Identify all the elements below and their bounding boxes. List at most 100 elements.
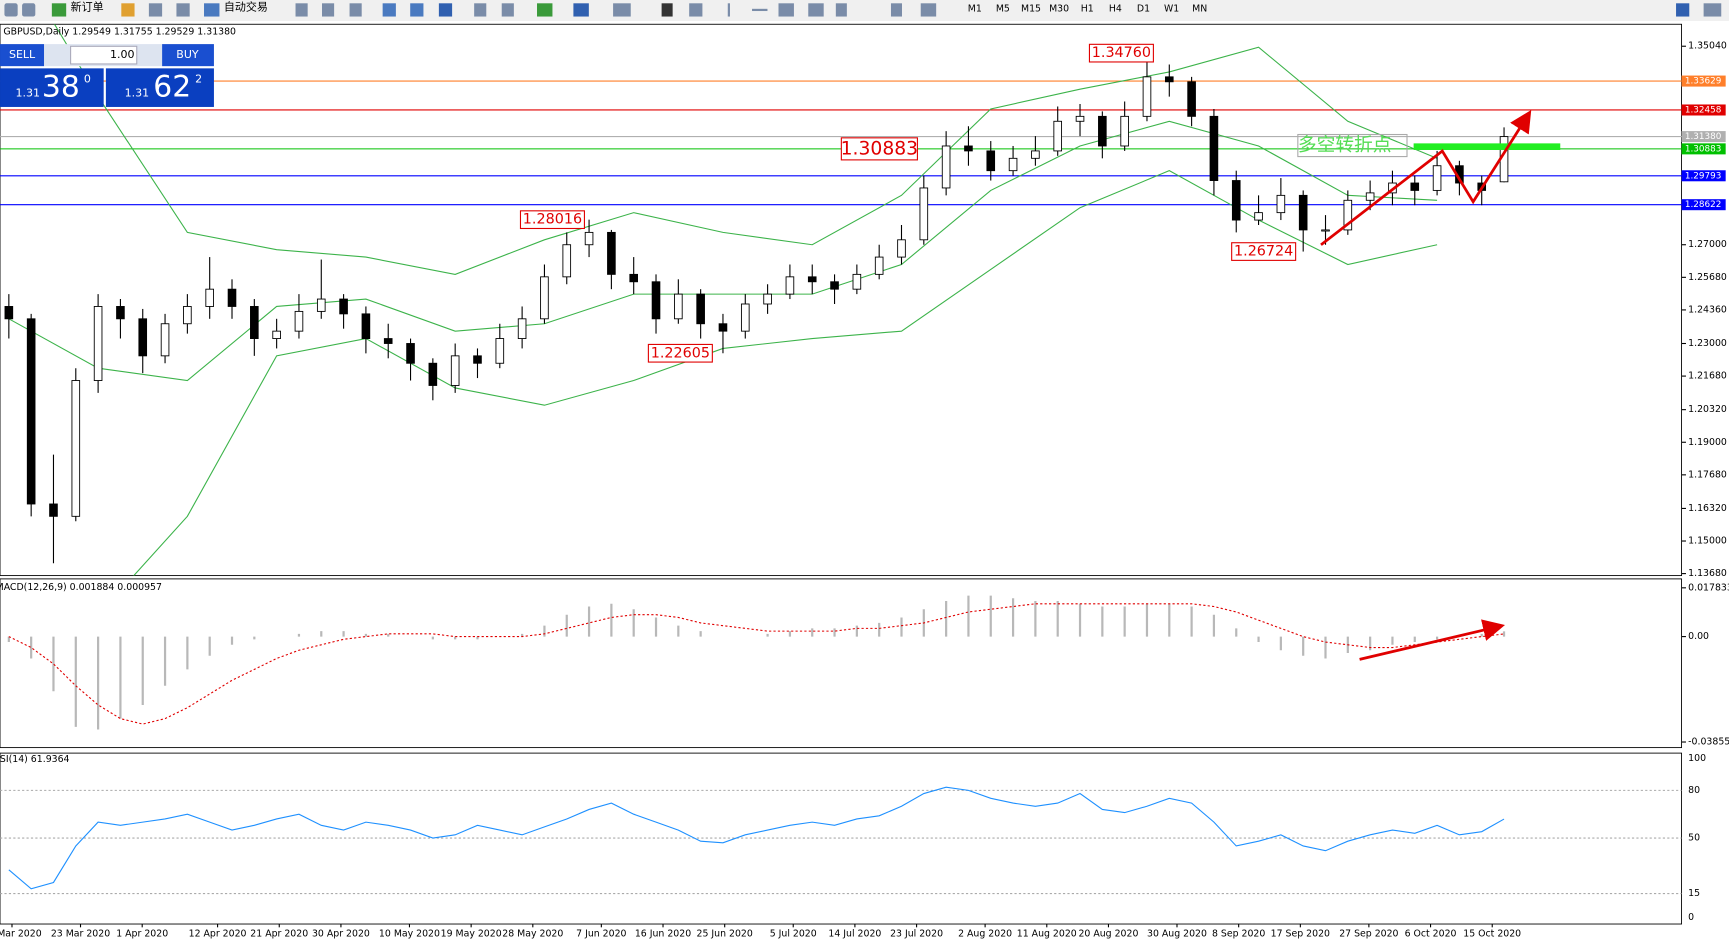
candle-body — [1298, 194, 1308, 231]
level-tag-label: 1.33629 — [1685, 77, 1721, 87]
main-panel — [0, 23, 1683, 577]
trade-panel: SELL 1.00 BUY 1.31 38 0 1.31 62 2 — [0, 44, 214, 107]
buy-button[interactable]: BUY — [176, 48, 199, 61]
macd-arrow — [1359, 619, 1505, 661]
bid-frac: 0 — [84, 72, 91, 85]
price-annotation: 1.26724 — [1234, 244, 1293, 260]
candle-body — [205, 288, 214, 307]
new-order[interactable]: 新订单 — [71, 0, 104, 14]
candle-body — [495, 338, 505, 364]
date-label: 1 Apr 2020 — [116, 928, 168, 939]
date-label: 7 Jun 2020 — [576, 928, 626, 939]
timeframe[interactable]: M1 — [968, 3, 982, 14]
candle-body — [584, 231, 594, 246]
candle-body — [406, 343, 415, 364]
date-label: 30 Apr 2020 — [312, 928, 370, 939]
candle-body — [1075, 115, 1085, 122]
candle-body — [807, 276, 817, 283]
candle-body — [562, 244, 572, 278]
timeframe[interactable]: M5 — [996, 3, 1010, 14]
price-tick-label: 1.25680 — [1688, 272, 1727, 283]
date-label: 8 Sep 2020 — [1212, 928, 1265, 939]
candle-body — [361, 313, 371, 340]
macd-tick-label: 0.017833 — [1688, 582, 1729, 593]
rsi-label: RSI(14) 61.9364 — [0, 754, 70, 765]
timeframe[interactable]: H4 — [1109, 3, 1122, 14]
date-label: 6 Oct 2020 — [1405, 928, 1457, 939]
candle-body — [986, 150, 996, 172]
level-tag-label: 1.32458 — [1685, 105, 1721, 115]
toolbar-icons — [4, 3, 1722, 17]
candle-body — [874, 256, 884, 275]
candle-body — [651, 281, 661, 320]
price-tick-label: 1.24360 — [1688, 304, 1727, 315]
rsi-line — [8, 786, 1505, 890]
price-tick-label: 1.15000 — [1688, 536, 1727, 547]
price-tick-label: 1.23000 — [1688, 338, 1727, 349]
timeframe[interactable]: W1 — [1164, 3, 1179, 14]
timeframe[interactable]: H1 — [1081, 3, 1094, 14]
price-tick-label: 1.27000 — [1688, 239, 1727, 250]
candle-body — [160, 323, 170, 357]
volume[interactable]: 1.00 — [110, 48, 135, 61]
level-tag-label: 1.31380 — [1685, 132, 1722, 142]
level-tag-label: 1.29793 — [1685, 171, 1721, 181]
candle-body — [1120, 115, 1129, 147]
date-label: 28 May 2020 — [502, 928, 563, 939]
bid-big: 1.31 — [15, 87, 40, 100]
level-tag — [1681, 104, 1726, 116]
band-lower — [133, 170, 1438, 576]
date-label: 2 Aug 2020 — [958, 928, 1012, 939]
macd-tick-label: 0.00 — [1688, 631, 1709, 642]
timeframe[interactable]: MN — [1192, 3, 1207, 14]
candle-body — [272, 330, 281, 340]
date-label: 21 Apr 2020 — [250, 928, 308, 939]
rsi-tick-label: 0 — [1688, 912, 1694, 923]
candle-body — [138, 318, 148, 357]
candle-body — [1276, 194, 1286, 214]
date-label: 30 Aug 2020 — [1147, 928, 1207, 939]
candle-body — [1098, 115, 1107, 147]
date-label: 13 Mar 2020 — [0, 928, 42, 939]
ask-frac: 2 — [195, 72, 202, 85]
level-tag-label: 1.30883 — [1685, 144, 1721, 154]
candle-body — [1432, 165, 1442, 191]
candle-body — [1164, 76, 1174, 83]
candle-body — [964, 145, 973, 152]
price-annotation: 1.34760 — [1092, 45, 1151, 61]
candle-body — [607, 231, 616, 275]
candle-body — [1187, 81, 1196, 117]
sell-button[interactable]: SELL — [9, 48, 36, 61]
timeframe[interactable]: M30 — [1049, 3, 1069, 14]
auto-trading[interactable]: 自动交易 — [224, 0, 268, 14]
level-tag — [1681, 143, 1726, 155]
candle-body — [1343, 199, 1353, 231]
candle-body — [1410, 182, 1420, 191]
price-annotation-box — [647, 343, 713, 363]
candle-body — [1142, 76, 1152, 117]
ask-big: 1.31 — [125, 87, 150, 100]
candle-body — [830, 281, 839, 290]
level-tag — [1681, 199, 1726, 211]
candle-body — [897, 239, 906, 258]
candle-body — [1254, 212, 1263, 221]
candle-body — [1209, 115, 1219, 181]
candle-body — [250, 306, 259, 340]
timeframe[interactable]: D1 — [1137, 3, 1150, 14]
date-label: 16 Jun 2020 — [635, 928, 691, 939]
candle-body — [941, 145, 951, 189]
toolbar — [0, 0, 1729, 21]
level-tag — [1681, 75, 1726, 87]
date-label: 5 Jul 2020 — [770, 928, 817, 939]
band-upper — [53, 24, 1438, 275]
date-label: 17 Sep 2020 — [1271, 928, 1330, 939]
candle-body — [696, 293, 705, 325]
bid-pips: 38 — [42, 70, 80, 105]
date-label: 11 Aug 2020 — [1017, 928, 1077, 939]
date-label: 23 Jul 2020 — [890, 928, 943, 939]
candles — [4, 53, 1509, 564]
timeframe[interactable]: M15 — [1021, 3, 1041, 14]
candle-body — [517, 318, 527, 340]
date-label: 15 Oct 2020 — [1463, 928, 1521, 939]
